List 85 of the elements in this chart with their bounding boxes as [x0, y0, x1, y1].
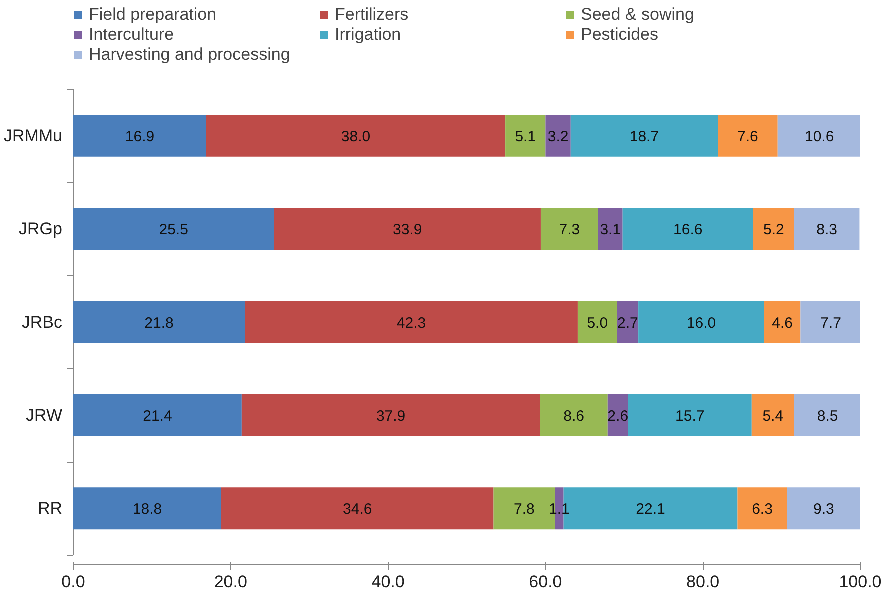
- bar: [570, 114, 718, 157]
- legend-label: Harvesting and processing: [89, 45, 292, 65]
- bar: [800, 301, 860, 344]
- legend-label: Interculture: [89, 25, 176, 45]
- data-label: 3.2: [548, 128, 569, 146]
- bar: [221, 488, 494, 530]
- data-label: 5.4: [762, 408, 784, 425]
- bar: [506, 114, 546, 157]
- data-label: 7.6: [738, 128, 758, 146]
- data-label: 18.7: [630, 128, 660, 146]
- data-label: 8.3: [816, 222, 838, 239]
- y-tick-label: JRW: [26, 406, 62, 425]
- bar: [274, 208, 541, 250]
- data-label: 3.1: [600, 222, 622, 239]
- data-label: 9.3: [813, 501, 834, 518]
- bar: [578, 301, 618, 344]
- bar: [617, 301, 639, 344]
- data-label: 22.1: [636, 501, 666, 518]
- data-label: 5.1: [515, 128, 536, 146]
- x-tick-label: 80.0: [686, 572, 720, 592]
- bar: [738, 488, 788, 530]
- data-label: 15.7: [676, 408, 705, 425]
- data-label: 8.6: [564, 408, 584, 425]
- bar: [242, 394, 540, 436]
- bar: [206, 114, 506, 157]
- data-label: 1.1: [549, 501, 570, 518]
- x-tick-label: 60.0: [529, 572, 562, 592]
- x-tick-label: 0.0: [62, 572, 86, 592]
- data-label: 7.3: [559, 222, 580, 239]
- bar: [598, 208, 623, 250]
- bar: [718, 114, 778, 157]
- bar: [546, 114, 571, 157]
- x-tick-label: 20.0: [214, 572, 248, 592]
- bar: [74, 488, 222, 530]
- bar: [752, 394, 794, 436]
- data-label: 37.9: [376, 408, 406, 425]
- legend-label: Field preparation: [89, 5, 218, 25]
- data-label: 2.7: [618, 314, 638, 332]
- y-tick-label: RR: [38, 499, 63, 518]
- data-label: 18.8: [132, 501, 162, 518]
- bar: [74, 394, 242, 436]
- data-label: 38.0: [341, 128, 371, 146]
- bar: [764, 301, 801, 344]
- data-label: 16.6: [674, 222, 703, 239]
- data-label: 21.8: [144, 314, 174, 332]
- legend-label: Pesticides: [581, 25, 660, 45]
- data-label: 2.6: [608, 408, 629, 425]
- x-tick-label: 40.0: [372, 572, 405, 592]
- bar: [245, 301, 578, 344]
- data-label: 8.5: [817, 408, 838, 425]
- bar: [540, 208, 598, 250]
- bar: [74, 208, 274, 250]
- bar: [638, 301, 764, 344]
- bar: [794, 394, 860, 436]
- data-label: 5.2: [764, 222, 784, 239]
- data-label: 21.4: [143, 408, 172, 425]
- legend-label: Irrigation: [335, 25, 402, 45]
- bar: [540, 394, 608, 436]
- bar: [794, 208, 860, 250]
- bar: [778, 114, 860, 157]
- data-label: 6.3: [752, 501, 773, 518]
- data-label: 16.9: [125, 128, 155, 146]
- y-tick-label: JRBc: [22, 312, 63, 332]
- bar: [628, 394, 752, 436]
- legend-label: Seed & sowing: [581, 5, 696, 25]
- data-label: 34.6: [343, 501, 372, 518]
- bar: [74, 301, 246, 344]
- bar: [753, 208, 794, 250]
- bar: [787, 488, 860, 530]
- data-label: 33.9: [392, 222, 422, 239]
- data-label: 5.0: [587, 314, 608, 332]
- y-tick-label: JRMMu: [4, 126, 63, 146]
- data-label: 4.6: [772, 314, 794, 332]
- bar: [74, 114, 207, 157]
- data-label: 25.5: [159, 222, 188, 239]
- data-label: 7.8: [514, 501, 535, 518]
- bar: [622, 208, 754, 250]
- x-tick-label: 100.0: [839, 572, 882, 592]
- data-label: 42.3: [396, 314, 426, 332]
- data-label: 10.6: [804, 128, 834, 146]
- bar: [608, 394, 628, 436]
- legend-label: Fertilizers: [335, 5, 410, 25]
- data-label: 7.7: [820, 314, 842, 332]
- data-label: 16.0: [686, 314, 716, 332]
- y-tick-label: JRGp: [19, 220, 63, 239]
